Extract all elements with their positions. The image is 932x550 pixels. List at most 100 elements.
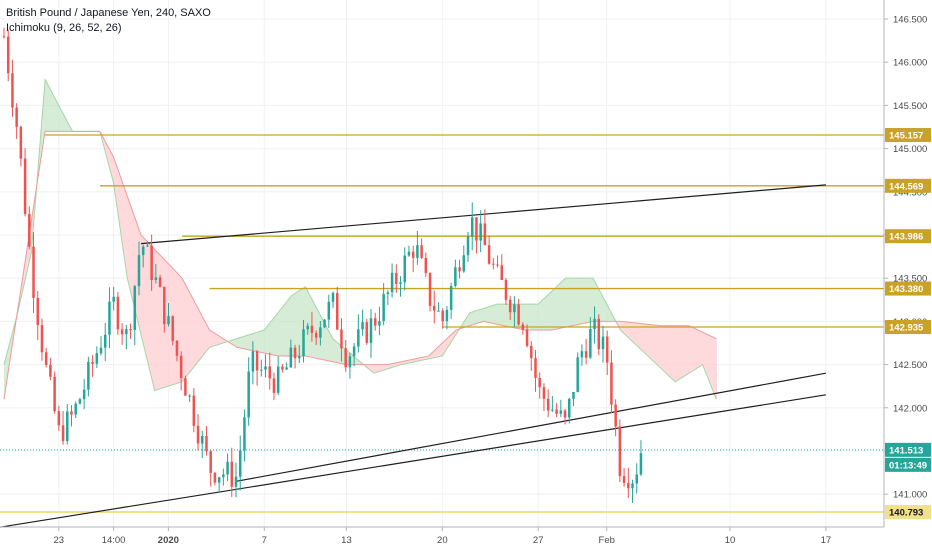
- cloud-slice: [645, 323, 646, 355]
- cloud-slice: [443, 341, 444, 355]
- candle-body: [399, 282, 402, 284]
- cloud-slice: [287, 300, 288, 356]
- cloud-slice: [187, 287, 188, 376]
- cloud-slice: [580, 278, 581, 325]
- cloud-slice: [466, 317, 467, 327]
- cloud-slice: [308, 291, 309, 357]
- cloud-slice: [696, 329, 697, 369]
- cloud-slice: [379, 364, 380, 372]
- cloud-slice: [216, 334, 217, 346]
- cloud-slice: [671, 325, 672, 379]
- cloud-slice: [687, 325, 688, 375]
- price-axis[interactable]: 146.500146.000145.500145.000144.500144.0…: [883, 0, 931, 527]
- cloud-slice: [538, 303, 539, 331]
- candle-body: [40, 325, 44, 353]
- candle-body: [66, 411, 69, 442]
- cloud-slice: [478, 309, 479, 324]
- cloud-slice: [392, 363, 393, 368]
- cloud-slice: [309, 293, 310, 357]
- candle-body: [475, 217, 478, 241]
- cloud-slice: [414, 358, 415, 362]
- cloud-slice: [342, 346, 343, 364]
- trendlines[interactable]: [0, 184, 826, 529]
- candle-body: [403, 255, 406, 283]
- candle-body: [310, 325, 314, 333]
- time-axis[interactable]: 23 14:00 2020 7 13 20 27 Feb 10 17: [0, 526, 884, 546]
- candle-body: [327, 301, 331, 320]
- cloud-slice: [144, 238, 145, 351]
- cloud-slice: [575, 278, 576, 326]
- level-badge: 142.935: [889, 322, 924, 333]
- cloud-slice: [185, 283, 186, 379]
- cloud-slice: [425, 356, 426, 360]
- cloud-slice: [191, 295, 192, 371]
- cloud-slice: [391, 363, 392, 368]
- cloud-slice: [591, 278, 592, 322]
- cloud-slice: [646, 324, 647, 356]
- cloud-slice: [672, 325, 673, 380]
- cloud-slice: [375, 364, 376, 373]
- cloud-slice: [446, 338, 447, 351]
- horizontal-levels[interactable]: [0, 134, 884, 514]
- cloud-slice: [501, 304, 502, 326]
- cloud-slice: [403, 361, 404, 365]
- cloud-slice: [234, 339, 235, 347]
- candle-body: [601, 336, 605, 350]
- candle-body: [255, 351, 259, 371]
- cloud-slice: [370, 364, 371, 371]
- level-badge-bg: [885, 281, 931, 296]
- cloud-slice: [270, 321, 271, 355]
- cloud-slice: [263, 330, 264, 354]
- candles: [2, 27, 643, 503]
- candle-body: [639, 453, 643, 475]
- candle-body: [2, 36, 6, 38]
- symbol-title[interactable]: British Pound / Japanese Yen, 240, SAXO: [6, 7, 211, 19]
- indicator-label[interactable]: Ichimoku (9, 26, 52, 26): [6, 22, 122, 34]
- cloud-slice: [338, 343, 339, 364]
- candle-body: [213, 472, 217, 483]
- cloud-slice: [660, 325, 661, 369]
- cloud-slice: [204, 319, 205, 355]
- cloud-slice: [115, 161, 116, 200]
- cloud-slice: [547, 294, 548, 331]
- cloud-slice: [607, 304, 608, 322]
- cloud-slice: [661, 325, 662, 370]
- time-tick-label: Feb: [599, 535, 615, 546]
- candle-body: [171, 316, 174, 341]
- candle-body: [179, 355, 183, 379]
- candle-body: [146, 245, 149, 247]
- cloud-slice: [276, 313, 277, 356]
- candle-body: [82, 389, 86, 400]
- cloud-slice: [323, 320, 324, 360]
- candle-body: [23, 158, 27, 214]
- cloud-slice: [262, 330, 263, 353]
- cloud-slice: [210, 330, 211, 348]
- time-tick-label: 10: [725, 535, 736, 546]
- cloud-slice: [53, 94, 54, 132]
- candle-body: [382, 294, 385, 322]
- cloud-slice: [128, 198, 129, 286]
- cloud-slice: [534, 304, 535, 331]
- cloud-slice: [596, 283, 597, 322]
- cloud-slice: [5, 357, 6, 393]
- cloud-slice: [586, 278, 587, 323]
- span-b-line: [3, 130, 717, 400]
- candle-body: [91, 361, 94, 364]
- cloud-slice: [277, 312, 278, 356]
- cloud-slice: [340, 344, 341, 364]
- candle-body: [78, 399, 82, 404]
- cloud-slice: [692, 327, 693, 372]
- cloud-slice: [565, 278, 566, 328]
- candle-body: [407, 251, 411, 256]
- cloud-slice: [183, 279, 184, 381]
- candle-body: [201, 436, 204, 444]
- candle-body: [386, 292, 390, 295]
- cloud-slice: [194, 300, 195, 367]
- cloud-slice: [590, 278, 591, 323]
- cloud-slice: [282, 306, 283, 356]
- cloud-slice: [406, 360, 407, 364]
- candle-body: [437, 310, 440, 312]
- cloud-slice: [561, 281, 562, 329]
- cloud-slice: [485, 307, 486, 322]
- candle-body: [87, 361, 90, 390]
